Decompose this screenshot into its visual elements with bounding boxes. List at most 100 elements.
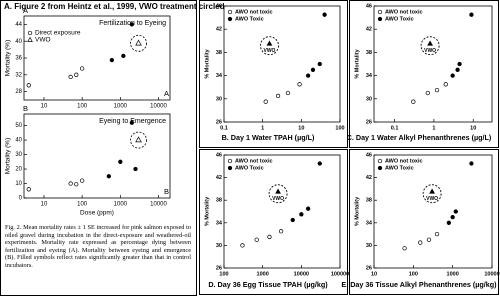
panel-frame xyxy=(349,0,499,148)
y-tick-label: 34 xyxy=(216,220,223,226)
annotation: VWO xyxy=(424,48,436,54)
point xyxy=(290,217,295,223)
legend-label: AWO not toxic xyxy=(385,158,423,164)
y-tick-label: 44 xyxy=(15,22,22,28)
y-tick-label: 30 xyxy=(366,243,372,249)
point xyxy=(133,166,138,172)
point xyxy=(275,93,281,99)
point xyxy=(450,214,455,220)
y-tick-label: 32 xyxy=(15,72,22,78)
x-tick-label: 10 xyxy=(371,271,377,277)
point xyxy=(450,73,455,78)
y-tick-label: 36 xyxy=(15,56,22,62)
point xyxy=(453,209,458,214)
highlight-ring xyxy=(130,34,147,52)
plot-frame xyxy=(23,113,171,199)
point xyxy=(263,99,268,104)
x-tick-label: 10000 xyxy=(484,271,499,277)
legend-label: AWO Toxic xyxy=(385,165,414,171)
y-tick-label: 30 xyxy=(216,96,222,102)
y-tick-label: 26 xyxy=(216,119,222,125)
panel-label: B xyxy=(23,104,28,113)
x-tick-label: 10000 xyxy=(294,271,309,277)
point xyxy=(129,120,134,125)
legend-symbol xyxy=(27,36,33,42)
point xyxy=(469,12,474,17)
y-tick-label: 26 xyxy=(216,265,222,271)
caption: Fig. 2. Mean mortality rates ± 1 SE incr… xyxy=(5,224,191,269)
highlight-ring xyxy=(130,131,147,149)
panel-title: D. Day 36 Egg Tissue TPAH (µg/kg) xyxy=(208,280,328,289)
point xyxy=(79,66,85,71)
annotation: VWO xyxy=(426,196,438,202)
y-tick-label: 40 xyxy=(15,39,22,45)
y-axis-label: % Mortality xyxy=(204,48,210,78)
y-tick-label: 26 xyxy=(366,119,372,125)
x-tick-label: 1000 xyxy=(114,202,128,208)
x-tick-label: 10 xyxy=(470,125,476,131)
panel-frame xyxy=(199,149,348,295)
figure-title: A. Figure 2 from Heintz et al., 1999, VW… xyxy=(4,2,225,11)
panel-frame xyxy=(199,0,348,148)
point xyxy=(426,237,432,242)
y-tick-label: 30 xyxy=(366,96,372,102)
point xyxy=(254,237,259,242)
legend-label: AWO not toxic xyxy=(235,158,273,164)
point xyxy=(411,99,416,104)
x-tick-label: 1 xyxy=(432,125,435,131)
legend-symbol xyxy=(227,165,233,171)
highlight-ring xyxy=(260,36,279,56)
x-tick-label: 1000 xyxy=(447,271,459,277)
point xyxy=(418,240,423,245)
y-tick-label: 38 xyxy=(366,50,372,56)
legend-label: AWO Toxic xyxy=(385,16,414,22)
point xyxy=(79,178,85,183)
panel-label: A xyxy=(23,6,28,15)
y-tick-label: 0 xyxy=(19,196,23,202)
x-tick-label: 100 xyxy=(219,271,228,277)
point xyxy=(402,246,407,251)
y-tick-label: 50 xyxy=(15,123,22,129)
x-tick-label: 100 xyxy=(335,125,344,131)
triangle-point xyxy=(427,40,433,46)
panel-label: A xyxy=(164,89,169,98)
legend-symbol xyxy=(227,9,233,15)
x-tick-label: 10000 xyxy=(150,104,167,110)
point xyxy=(74,72,79,77)
point xyxy=(285,90,291,96)
y-tick-label: 34 xyxy=(366,220,373,226)
point xyxy=(434,87,440,93)
legend-symbol xyxy=(377,16,383,22)
x-tick-label: 0.1 xyxy=(391,125,399,131)
plot-frame xyxy=(373,5,493,123)
x-tick-label: 10 xyxy=(41,202,48,208)
x-tick-label: 10 xyxy=(41,104,48,110)
plot-frame xyxy=(23,15,171,101)
x-tick-label: 1000 xyxy=(114,104,128,110)
y-tick-label: 38 xyxy=(216,50,222,56)
y-tick-label: 46 xyxy=(366,3,372,9)
point xyxy=(109,57,115,63)
annotation: VWO xyxy=(263,48,275,54)
point xyxy=(446,220,452,225)
legend-label: Direct exposure xyxy=(35,30,81,37)
point xyxy=(121,53,126,59)
point xyxy=(68,74,73,80)
point xyxy=(443,82,448,87)
point xyxy=(305,73,311,78)
y-tick-label: 46 xyxy=(216,3,222,9)
point xyxy=(129,22,134,27)
y-tick-label: 40 xyxy=(15,138,22,144)
triangle-point xyxy=(135,39,142,46)
legend-symbol xyxy=(377,165,383,171)
x-tick-label: 10000 xyxy=(150,202,167,208)
y-tick-label: 38 xyxy=(366,198,372,204)
triangle-point xyxy=(275,188,281,194)
point xyxy=(74,182,79,187)
point xyxy=(434,231,440,237)
y-axis-label: Mortality (%) xyxy=(5,40,12,76)
legend-label: AWO not toxic xyxy=(385,9,423,15)
point xyxy=(240,243,245,248)
y-axis-label: % Mortality xyxy=(204,196,210,226)
